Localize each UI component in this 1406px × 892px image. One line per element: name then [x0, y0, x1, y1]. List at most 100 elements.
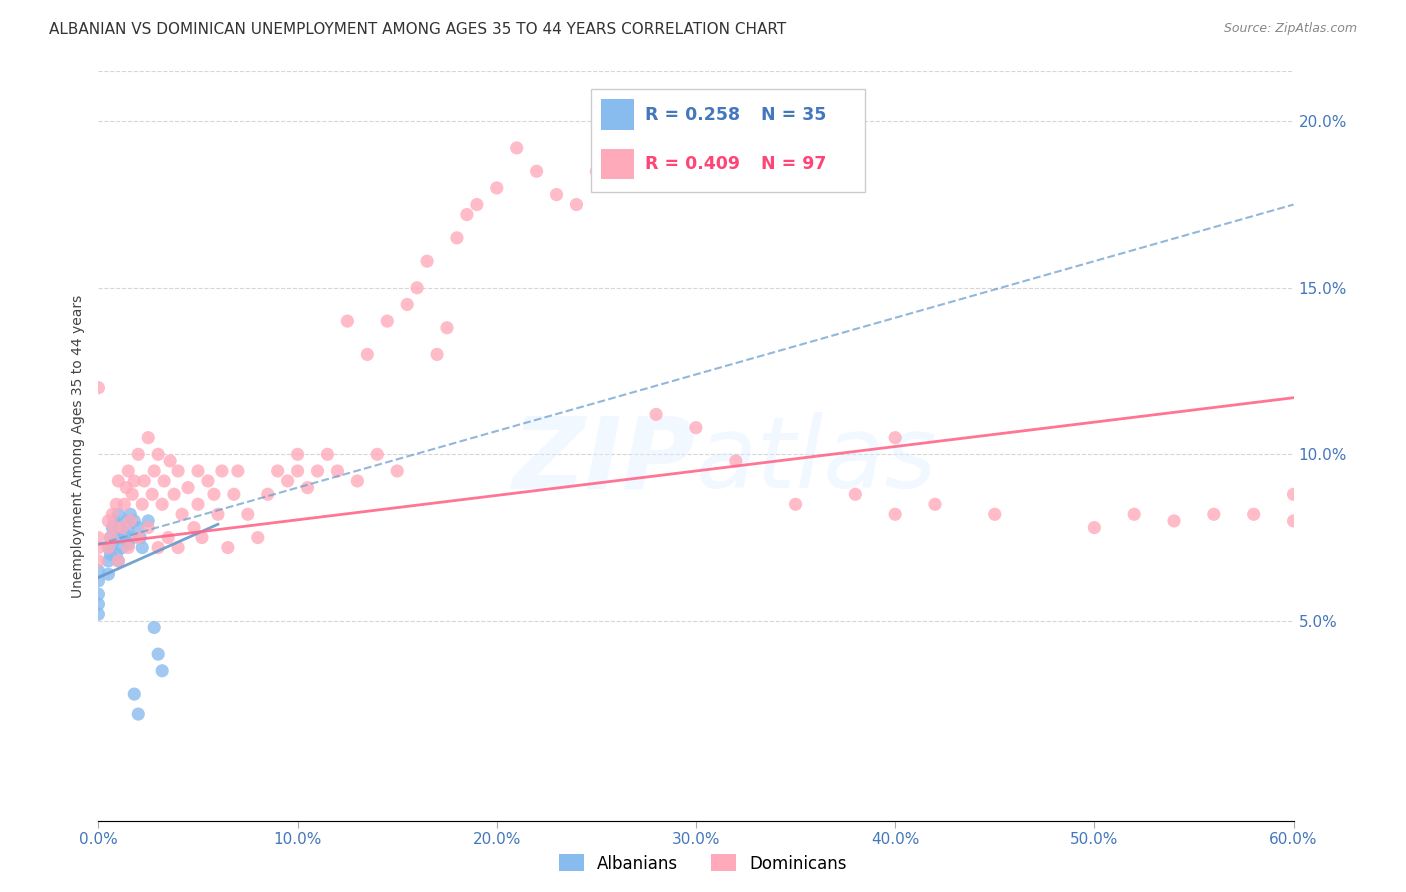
Point — [287, 447, 309, 461]
Point — [356, 347, 378, 361]
Text: ZIP: ZIP — [513, 412, 696, 509]
Point — [336, 314, 359, 328]
Point — [307, 464, 329, 478]
Point — [134, 474, 156, 488]
Point — [97, 541, 120, 555]
Point — [148, 541, 170, 555]
Point — [115, 514, 138, 528]
Point — [187, 464, 209, 478]
Point — [436, 320, 458, 334]
Point — [202, 487, 225, 501]
Point — [136, 514, 159, 528]
Point — [1243, 508, 1265, 522]
Point — [191, 531, 214, 545]
Point — [105, 497, 128, 511]
Point — [107, 508, 129, 522]
Point — [172, 508, 194, 522]
Point — [101, 537, 124, 551]
Point — [724, 454, 747, 468]
Point — [143, 620, 166, 634]
Point — [150, 664, 173, 678]
Point — [485, 181, 508, 195]
Point — [844, 487, 866, 501]
Point — [112, 497, 135, 511]
Point — [785, 497, 807, 511]
Point — [107, 474, 129, 488]
Point — [277, 474, 299, 488]
Point — [226, 464, 249, 478]
Point — [131, 497, 153, 511]
Point — [121, 531, 143, 545]
Point — [103, 514, 125, 528]
Point — [87, 587, 110, 601]
Point — [416, 254, 439, 268]
Point — [129, 531, 152, 545]
Point — [426, 347, 449, 361]
Point — [136, 520, 159, 534]
Point — [246, 531, 269, 545]
Point — [127, 707, 149, 722]
Point — [177, 481, 200, 495]
Point — [107, 554, 129, 568]
Point — [366, 447, 388, 461]
Point — [97, 567, 120, 582]
Point — [1202, 508, 1225, 522]
Point — [645, 408, 668, 422]
Point — [287, 464, 309, 478]
Text: R = 0.258: R = 0.258 — [645, 106, 741, 124]
Point — [1282, 514, 1305, 528]
Point — [297, 481, 319, 495]
Point — [924, 497, 946, 511]
Point — [456, 208, 478, 222]
Point — [465, 197, 488, 211]
Point — [105, 547, 128, 561]
Point — [256, 487, 278, 501]
Point — [127, 447, 149, 461]
Point — [98, 531, 122, 545]
Point — [120, 514, 142, 528]
Point — [153, 474, 176, 488]
Point — [565, 197, 588, 211]
Point — [120, 508, 142, 522]
Point — [87, 564, 110, 578]
Point — [167, 464, 190, 478]
Point — [111, 541, 134, 555]
Point — [183, 520, 205, 534]
Point — [143, 464, 166, 478]
Point — [127, 531, 149, 545]
Point — [148, 647, 170, 661]
Text: N = 35: N = 35 — [761, 106, 825, 124]
Point — [187, 497, 209, 511]
Point — [115, 481, 138, 495]
Point — [124, 514, 146, 528]
Point — [117, 537, 139, 551]
Y-axis label: Unemployment Among Ages 35 to 44 years: Unemployment Among Ages 35 to 44 years — [70, 294, 84, 598]
Point — [385, 464, 409, 478]
Point — [131, 541, 153, 555]
Point — [207, 508, 229, 522]
Point — [111, 520, 134, 534]
Point — [107, 554, 129, 568]
Point — [267, 464, 290, 478]
Point — [121, 487, 143, 501]
Point — [127, 520, 149, 534]
Point — [141, 487, 163, 501]
Point — [150, 497, 173, 511]
Point — [98, 531, 122, 545]
Point — [97, 541, 120, 555]
Point — [107, 531, 129, 545]
Point — [326, 464, 349, 478]
Point — [197, 474, 219, 488]
Point — [506, 141, 529, 155]
Point — [685, 420, 707, 434]
Point — [884, 431, 907, 445]
Point — [1282, 487, 1305, 501]
Point — [167, 541, 190, 555]
Point — [97, 514, 120, 528]
Point — [159, 454, 181, 468]
Point — [446, 231, 468, 245]
Point — [98, 547, 122, 561]
Text: Source: ZipAtlas.com: Source: ZipAtlas.com — [1223, 22, 1357, 36]
Point — [87, 554, 110, 568]
Point — [124, 474, 146, 488]
